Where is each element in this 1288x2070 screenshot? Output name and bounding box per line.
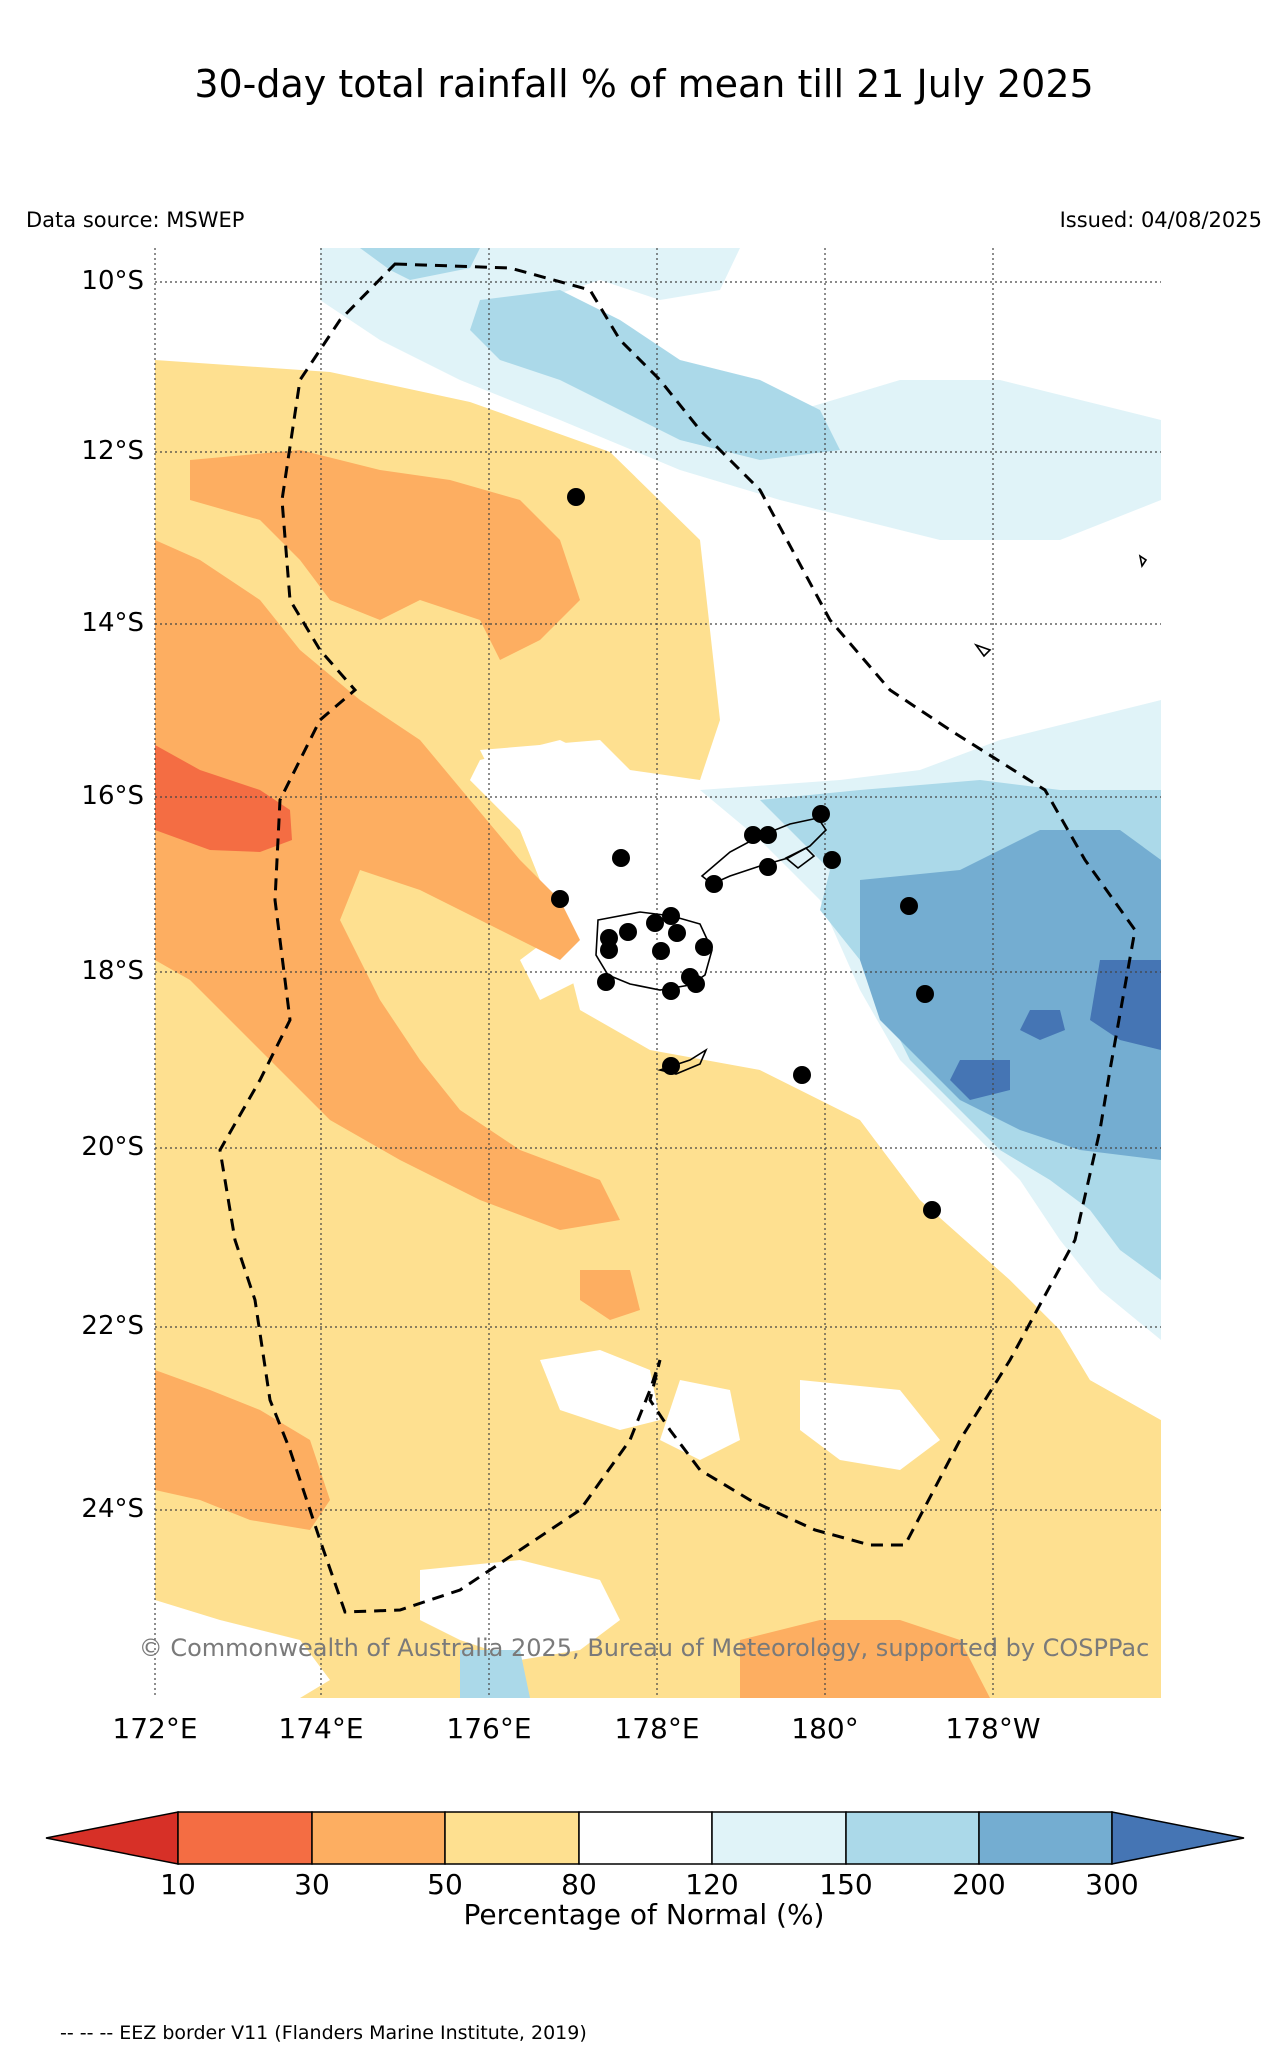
lon-label: 178°W	[945, 1712, 1041, 1745]
station-markers	[551, 488, 941, 1219]
zone-30-50-south	[155, 1270, 990, 1698]
small-island-outline	[973, 643, 992, 658]
station-marker	[900, 897, 918, 915]
map-title: 30-day total rainfall % of mean till 21 …	[194, 62, 1094, 106]
colorbar-tick: 300	[1085, 1868, 1139, 1901]
station-marker	[600, 941, 618, 959]
station-marker	[812, 805, 830, 823]
zone-50-80	[155, 360, 1161, 1698]
station-marker	[668, 924, 686, 942]
station-marker	[916, 985, 934, 1003]
eez-border	[218, 262, 1137, 1614]
station-marker	[695, 938, 713, 956]
zone-80-120-central	[470, 740, 1161, 1420]
lat-label: 12°S	[81, 436, 144, 466]
lat-label: 24°S	[81, 1494, 144, 1524]
lon-label: 176°E	[446, 1712, 532, 1745]
colorbar-tick: 80	[561, 1868, 597, 1901]
station-marker	[759, 826, 777, 844]
colorbar-label: Percentage of Normal (%)	[463, 1898, 825, 1931]
colorbar-segment-above-300	[1111, 1811, 1245, 1865]
colorbar-tick: 50	[427, 1868, 463, 1901]
lat-label: 18°S	[81, 956, 144, 986]
lat-label: 20°S	[81, 1132, 144, 1162]
colorbar-tick: 150	[819, 1868, 873, 1901]
zone-10-30	[155, 745, 292, 852]
station-marker	[662, 907, 680, 925]
colorbar-segment-50-80	[444, 1811, 580, 1865]
colorbar-tick: 30	[294, 1868, 330, 1901]
graticule	[154, 248, 1161, 1698]
zone-150-200-south	[460, 1650, 530, 1698]
zone-30-50-northwest	[190, 450, 580, 660]
copyright-notice: © Commonwealth of Australia 2025, Bureau…	[138, 1634, 1150, 1662]
colorbar-segment-200-300	[978, 1811, 1113, 1865]
station-marker	[759, 858, 777, 876]
data-source-label: Data source: MSWEP	[26, 208, 245, 232]
colorbar-segment-below-10	[45, 1811, 179, 1865]
rainfall-field	[155, 248, 1161, 1698]
lat-label: 22°S	[81, 1311, 144, 1341]
station-marker	[705, 875, 723, 893]
station-marker	[551, 890, 569, 908]
station-marker	[567, 488, 585, 506]
lon-label: 178°E	[614, 1712, 700, 1745]
station-marker	[662, 982, 680, 1000]
lon-label: 172°E	[112, 1712, 198, 1745]
colorbar-segment-30-50	[311, 1811, 446, 1865]
colorbar-segment-80-120	[578, 1811, 713, 1865]
station-marker	[744, 826, 762, 844]
colorbar-tick: 200	[952, 1868, 1006, 1901]
colorbar	[45, 1811, 1245, 1865]
station-marker	[793, 1066, 811, 1084]
lat-label: 14°S	[81, 608, 144, 638]
zone-above-300	[950, 960, 1161, 1100]
zone-200-300-east	[860, 830, 1161, 1160]
small-island-outline	[1138, 554, 1148, 569]
zone-150-200-north	[360, 248, 840, 460]
lon-label: 180°	[791, 1712, 859, 1745]
station-marker	[823, 851, 841, 869]
issued-date-label: Issued: 04/08/2025	[1059, 208, 1262, 232]
station-marker	[646, 914, 664, 932]
station-marker	[597, 973, 615, 991]
colorbar-segment-10-30	[177, 1811, 313, 1865]
taveuni-outline	[784, 847, 816, 870]
colorbar-segment-120-150	[711, 1811, 847, 1865]
station-marker	[612, 849, 630, 867]
lon-label: 174°E	[278, 1712, 364, 1745]
colorbar-tick: 120	[685, 1868, 739, 1901]
lat-label: 10°S	[81, 266, 144, 296]
colorbar-tick: 10	[160, 1868, 196, 1901]
lat-label: 16°S	[81, 781, 144, 811]
station-marker	[652, 942, 670, 960]
eez-footnote: -- -- -- EEZ border V11 (Flanders Marine…	[60, 2022, 587, 2044]
station-marker	[687, 975, 705, 993]
station-marker	[662, 1057, 680, 1075]
colorbar-segment-150-200	[845, 1811, 980, 1865]
station-marker	[619, 923, 637, 941]
station-marker	[923, 1201, 941, 1219]
